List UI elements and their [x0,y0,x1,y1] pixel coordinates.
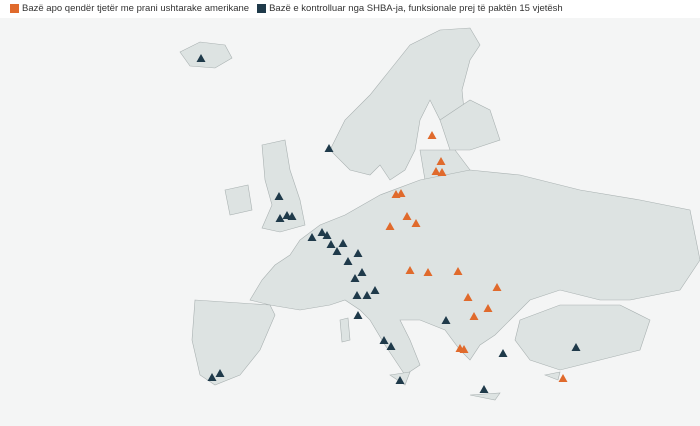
continent [249,169,700,376]
marker-us-controlled-base [207,373,217,381]
marker-us-controlled-base [317,228,327,236]
marker-us-controlled-base [324,144,334,152]
turkey [514,304,651,371]
marker-other-presence [483,304,493,312]
marker-other-presence [396,189,406,197]
marker-us-controlled-base [441,316,451,324]
marker-other-presence [385,222,395,230]
legend-item-other-presence: Bazë apo qendër tjetër me prani ushtarak… [10,3,249,14]
marker-other-presence [453,267,463,275]
marker-us-controlled-base [196,54,206,62]
legend-swatch-dark [257,4,267,13]
marker-other-presence [423,268,433,276]
marker-other-presence [492,283,502,291]
europe-map [0,18,700,426]
marker-us-controlled-base [362,291,372,299]
marker-us-controlled-base [498,349,508,357]
marker-us-controlled-base [386,342,396,350]
marker-us-controlled-base [275,214,285,222]
markers [196,54,581,393]
marker-us-controlled-base [332,247,342,255]
marker-other-presence [436,157,446,165]
marker-us-controlled-base [353,249,363,257]
iceland [179,41,233,69]
legend: Bazë apo qendër tjetër me prani ushtarak… [10,3,563,14]
legend-label: Bazë apo qendër tjetër me prani ushtarak… [22,3,250,14]
marker-us-controlled-base [326,240,336,248]
marker-other-presence [411,219,421,227]
marker-us-controlled-base [350,274,360,282]
marker-other-presence [431,167,441,175]
british-isles [224,139,306,233]
marker-other-presence [427,131,437,139]
marker-other-presence [402,212,412,220]
marker-us-controlled-base [479,385,489,393]
marker-us-controlled-base [370,286,380,294]
marker-us-controlled-base [322,231,332,239]
marker-us-controlled-base [338,239,348,247]
marker-us-controlled-base [274,192,284,200]
marker-us-controlled-base [215,369,225,377]
marker-other-presence [463,293,473,301]
marker-us-controlled-base [352,291,362,299]
legend-label: Bazë e kontrolluar nga SHBA-ja, funksion… [269,3,563,14]
marker-us-controlled-base [395,376,405,384]
legend-swatch-orange [10,4,19,13]
marker-other-presence [437,168,447,176]
marker-other-presence [469,312,479,320]
marker-other-presence [405,266,415,274]
land [179,27,700,401]
marker-us-controlled-base [357,268,367,276]
iberia [191,299,276,386]
marker-us-controlled-base [571,343,581,351]
marker-other-presence [459,345,469,353]
islands [339,317,561,401]
marker-other-presence [558,374,568,382]
marker-us-controlled-base [287,212,297,220]
marker-us-controlled-base [353,311,363,319]
legend-item-us-controlled: Bazë e kontrolluar nga SHBA-ja, funksion… [257,3,563,14]
marker-us-controlled-base [307,233,317,241]
marker-us-controlled-base [343,257,353,265]
marker-us-controlled-base [379,336,389,344]
